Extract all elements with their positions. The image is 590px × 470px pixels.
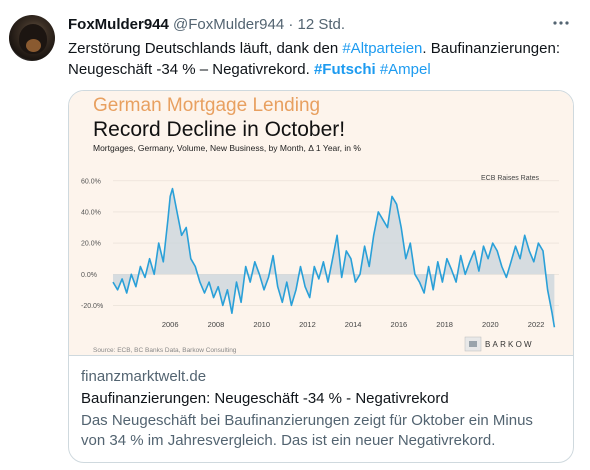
card-domain: finanzmarktwelt.de	[81, 368, 207, 385]
separator: ·	[288, 16, 294, 33]
tweet-text-part: Zerstörung Deutschlands läuft, dank den	[68, 40, 343, 57]
y-tick-label: 20.0%	[81, 241, 101, 248]
link-card[interactable]: German Mortgage Lending Record Decline i…	[68, 90, 574, 463]
timestamp[interactable]: 12 Std.	[297, 16, 346, 33]
user-handle[interactable]: @FoxMulder944	[173, 16, 285, 33]
y-axis-ticks: 60.0% 40.0% 20.0% 0.0% -20.0%	[81, 178, 103, 310]
more-dots-svg	[553, 21, 569, 25]
x-tick-label: 2014	[345, 320, 362, 329]
y-tick-label: 40.0%	[81, 209, 101, 216]
x-tick-label: 2020	[482, 320, 499, 329]
x-tick-label: 2006	[162, 320, 179, 329]
x-tick-label: 2010	[253, 320, 270, 329]
card-description: Das Neugeschäft bei Baufinanzierungen ze…	[81, 412, 533, 449]
mortgage-chart: German Mortgage Lending Record Decline i…	[81, 95, 559, 354]
avatar[interactable]	[9, 15, 55, 61]
display-name[interactable]: FoxMulder944	[68, 16, 169, 33]
chart-subtitle-main: Record Decline in October!	[93, 118, 345, 141]
x-axis-ticks: 2006 2008 2010 2012 2014 2016 2018 2020 2022	[162, 320, 545, 329]
hashtag-link[interactable]: #Futschi	[313, 61, 376, 78]
x-tick-label: 2022	[528, 320, 545, 329]
chart-title: German Mortgage Lending	[93, 95, 320, 116]
x-tick-label: 2008	[208, 320, 225, 329]
y-tick-label: 60.0%	[81, 178, 101, 185]
x-tick-label: 2012	[299, 320, 316, 329]
tweet-text-part: . Baufinanzierungen: Neugeschäft -34 % –…	[68, 40, 561, 78]
x-tick-label: 2016	[391, 320, 408, 329]
y-tick-label: 0.0%	[81, 272, 97, 279]
card-meta[interactable]: finanzmarktwelt.de Baufinanzierungen: Ne…	[81, 367, 561, 451]
barkow-logo: BARKOW	[464, 336, 534, 352]
x-tick-label: 2018	[436, 320, 453, 329]
tweet-header: FoxMulder944 @FoxMulder944 · 12 Std.	[68, 15, 570, 35]
card-title[interactable]: Baufinanzierungen: Neugeschäft -34 % - N…	[81, 390, 449, 407]
more-horizontal-icon[interactable]	[550, 14, 572, 34]
logo-text: BARKOW	[485, 340, 534, 349]
hashtag-link[interactable]: #Ampel	[379, 61, 431, 78]
tweet-text: Zerstörung Deutschlands läuft, dank den …	[68, 38, 580, 80]
chart-source: Source: ECB, BC Banks Data, Barkow Consu…	[93, 347, 237, 354]
series-area	[113, 188, 555, 328]
series-line	[112, 187, 556, 328]
hashtag-link[interactable]: #Altparteien	[342, 40, 423, 57]
y-tick-label: -20.0%	[81, 303, 103, 310]
chart-annotation: ECB Raises Rates	[481, 175, 539, 182]
card-image[interactable]: German Mortgage Lending Record Decline i…	[69, 91, 573, 356]
dog-muzzle	[26, 39, 41, 52]
chart-description: Mortgages, Germany, Volume, New Business…	[93, 143, 361, 153]
